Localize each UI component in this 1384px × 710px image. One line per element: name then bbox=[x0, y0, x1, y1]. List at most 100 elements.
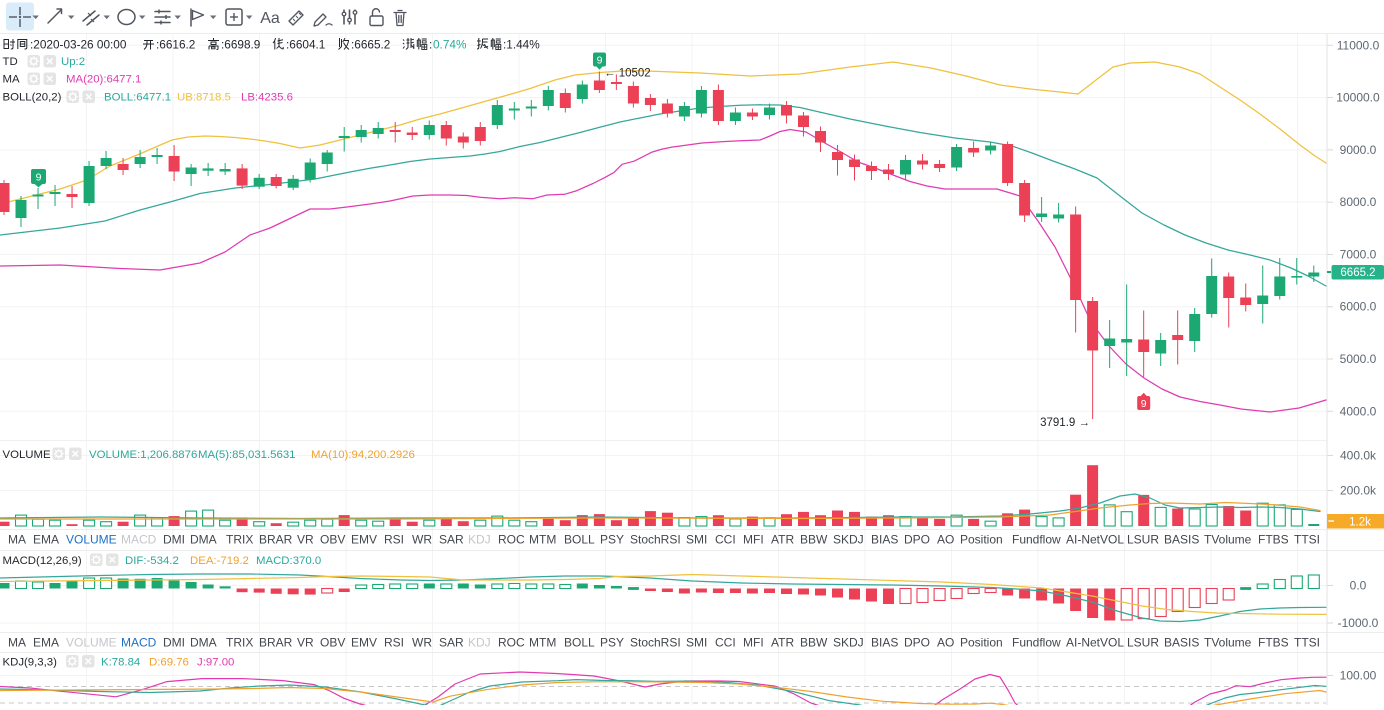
svg-text:VR: VR bbox=[297, 533, 314, 547]
svg-text:DMA: DMA bbox=[190, 636, 217, 650]
svg-text:10000.0: 10000.0 bbox=[1336, 91, 1380, 105]
svg-text:DPO: DPO bbox=[904, 533, 930, 547]
svg-text:MACD(12,26,9): MACD(12,26,9) bbox=[3, 555, 82, 567]
svg-text:AO: AO bbox=[937, 533, 954, 547]
svg-text:4000.0: 4000.0 bbox=[1340, 404, 1377, 418]
svg-text:VOLUME: VOLUME bbox=[66, 533, 117, 547]
svg-text:-1000.0: -1000.0 bbox=[1338, 616, 1379, 630]
svg-text:TD: TD bbox=[3, 56, 18, 68]
svg-text:BOLL(20,2): BOLL(20,2) bbox=[3, 92, 62, 104]
svg-text:CCI: CCI bbox=[715, 636, 736, 650]
svg-text:TRIX: TRIX bbox=[226, 636, 253, 650]
svg-text:SKDJ: SKDJ bbox=[833, 636, 864, 650]
svg-text::6616.2: :6616.2 bbox=[156, 38, 195, 52]
svg-text:DMA: DMA bbox=[190, 533, 217, 547]
svg-text:BIAS: BIAS bbox=[871, 636, 898, 650]
svg-text:100.00: 100.00 bbox=[1340, 669, 1377, 683]
svg-text:TRIX: TRIX bbox=[226, 533, 253, 547]
svg-text::6698.9: :6698.9 bbox=[221, 38, 260, 52]
svg-text:StochRSI: StochRSI bbox=[630, 533, 681, 547]
svg-text:MACD: MACD bbox=[121, 533, 157, 547]
svg-text:9000.0: 9000.0 bbox=[1340, 143, 1377, 157]
svg-text:TVolume: TVolume bbox=[1204, 636, 1252, 650]
svg-text:EMA: EMA bbox=[33, 533, 59, 547]
svg-text::6665.2: :6665.2 bbox=[351, 38, 390, 52]
svg-text:MACD: MACD bbox=[121, 636, 157, 650]
svg-text:LB:4235.6: LB:4235.6 bbox=[241, 92, 293, 104]
svg-text:7000.0: 7000.0 bbox=[1340, 247, 1377, 261]
svg-text:VOLUME: VOLUME bbox=[66, 636, 117, 650]
svg-text::: : bbox=[429, 38, 432, 52]
svg-text:SMI: SMI bbox=[686, 636, 707, 650]
svg-text:9: 9 bbox=[36, 172, 42, 184]
svg-text:11000.0: 11000.0 bbox=[1337, 38, 1380, 52]
svg-text:3791.9 →: 3791.9 → bbox=[1040, 417, 1090, 429]
svg-text:TTSI: TTSI bbox=[1294, 533, 1320, 547]
svg-text:KDJ(9,3,3): KDJ(9,3,3) bbox=[3, 657, 58, 669]
svg-text:BOLL: BOLL bbox=[564, 636, 595, 650]
svg-text:PSY: PSY bbox=[600, 533, 624, 547]
svg-text:MA(5):85,031.5631: MA(5):85,031.5631 bbox=[198, 449, 296, 461]
svg-text:LSUR: LSUR bbox=[1127, 533, 1159, 547]
svg-text:FTBS: FTBS bbox=[1258, 533, 1289, 547]
svg-text:Fundflow: Fundflow bbox=[1012, 533, 1061, 547]
svg-text:MACD:370.0: MACD:370.0 bbox=[256, 555, 321, 567]
svg-text:MA: MA bbox=[8, 636, 26, 650]
svg-text:400.0k: 400.0k bbox=[1340, 449, 1377, 463]
svg-text:9: 9 bbox=[1141, 398, 1147, 410]
svg-text:8000.0: 8000.0 bbox=[1340, 195, 1377, 209]
svg-text:KDJ: KDJ bbox=[468, 636, 491, 650]
svg-text:TVolume: TVolume bbox=[1204, 533, 1252, 547]
svg-text:BASIS: BASIS bbox=[1164, 636, 1199, 650]
svg-text:AO: AO bbox=[937, 636, 954, 650]
svg-text:WR: WR bbox=[412, 636, 432, 650]
svg-text:AI-NetVOL: AI-NetVOL bbox=[1066, 533, 1124, 547]
svg-text:MA: MA bbox=[8, 533, 26, 547]
svg-text:KDJ: KDJ bbox=[468, 533, 491, 547]
svg-text::6604.1: :6604.1 bbox=[286, 38, 325, 52]
svg-text:EMA: EMA bbox=[33, 636, 59, 650]
svg-text:MTM: MTM bbox=[529, 533, 556, 547]
svg-text:BOLL:6477.1: BOLL:6477.1 bbox=[104, 92, 171, 104]
svg-text:SAR: SAR bbox=[439, 533, 464, 547]
svg-text:PSY: PSY bbox=[600, 636, 624, 650]
svg-text:Up:2: Up:2 bbox=[61, 56, 85, 68]
svg-text:LSUR: LSUR bbox=[1127, 636, 1159, 650]
svg-text:UB:8718.5: UB:8718.5 bbox=[177, 92, 231, 104]
svg-text:9: 9 bbox=[597, 55, 603, 67]
svg-text:VOLUME: VOLUME bbox=[3, 449, 52, 461]
svg-text:SMI: SMI bbox=[686, 533, 707, 547]
svg-text:RSI: RSI bbox=[384, 533, 404, 547]
svg-text:EMV: EMV bbox=[351, 533, 377, 547]
svg-text:BIAS: BIAS bbox=[871, 533, 898, 547]
svg-text:0.74%: 0.74% bbox=[433, 38, 467, 52]
svg-text:ROC: ROC bbox=[498, 533, 525, 547]
svg-text:BBW: BBW bbox=[800, 533, 828, 547]
svg-text:RSI: RSI bbox=[384, 636, 404, 650]
svg-text:MA(10):94,200.2926: MA(10):94,200.2926 bbox=[311, 449, 415, 461]
svg-text:ATR: ATR bbox=[771, 636, 794, 650]
svg-text:EMV: EMV bbox=[351, 636, 377, 650]
svg-text:BRAR: BRAR bbox=[259, 533, 293, 547]
svg-text:DEA:-719.2: DEA:-719.2 bbox=[190, 555, 249, 567]
svg-text:6665.2: 6665.2 bbox=[1340, 267, 1375, 279]
svg-text:ATR: ATR bbox=[771, 533, 794, 547]
svg-text::1.44%: :1.44% bbox=[503, 38, 540, 52]
svg-text:StochRSI: StochRSI bbox=[630, 636, 681, 650]
svg-text:VR: VR bbox=[297, 636, 314, 650]
svg-text:MA: MA bbox=[3, 74, 20, 86]
svg-text:BBW: BBW bbox=[800, 636, 828, 650]
svg-text:DIF:-534.2: DIF:-534.2 bbox=[125, 555, 179, 567]
svg-text:0.0: 0.0 bbox=[1350, 579, 1367, 593]
svg-text::2020-03-26 00:00: :2020-03-26 00:00 bbox=[30, 38, 127, 52]
svg-text:Fundflow: Fundflow bbox=[1012, 636, 1061, 650]
svg-text:BASIS: BASIS bbox=[1164, 533, 1199, 547]
svg-text:ROC: ROC bbox=[498, 636, 525, 650]
svg-text:D:69.76: D:69.76 bbox=[149, 657, 189, 669]
svg-text:BRAR: BRAR bbox=[259, 636, 293, 650]
svg-text:Position: Position bbox=[960, 533, 1003, 547]
svg-text:J:97.00: J:97.00 bbox=[197, 657, 234, 669]
svg-text:MA(20):6477.1: MA(20):6477.1 bbox=[66, 74, 141, 86]
svg-text:DPO: DPO bbox=[904, 636, 930, 650]
svg-text:200.0k: 200.0k bbox=[1340, 484, 1377, 498]
